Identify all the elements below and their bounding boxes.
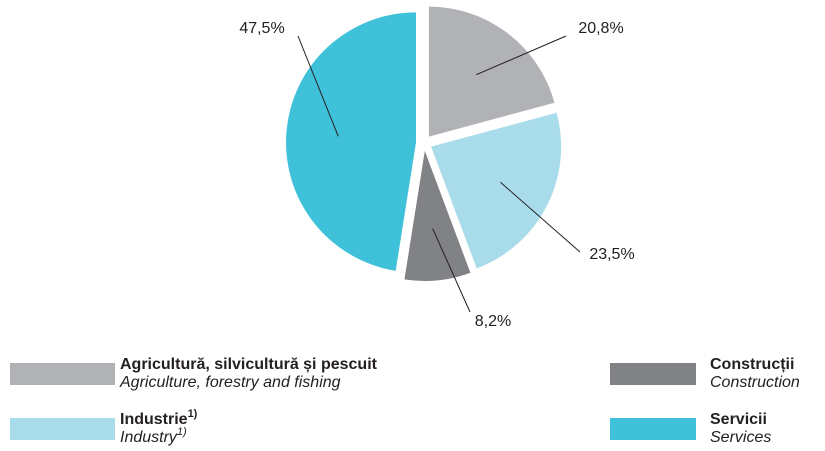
legend-swatch xyxy=(10,418,115,440)
legend-swatch xyxy=(610,363,696,385)
leader-line xyxy=(500,181,581,253)
footnote-mark: 1) xyxy=(177,426,187,438)
legend-label: Agricultură, silvicultură și pescuit xyxy=(120,356,378,373)
footnote-mark: 1) xyxy=(188,408,198,420)
leader-line xyxy=(297,35,339,137)
legend-label-en: Services xyxy=(710,429,771,446)
legend-label-en: Agriculture, forestry and fishing xyxy=(119,374,341,391)
legend-label-en-text: Services xyxy=(710,429,771,446)
pie-slice xyxy=(286,12,417,271)
leader-line xyxy=(432,228,471,313)
data-label: 8,2% xyxy=(475,313,511,330)
legend-label-ro: Industrie xyxy=(120,411,188,428)
legend-label: Construcții xyxy=(710,356,794,373)
legend-swatch xyxy=(610,418,696,440)
legend-label-en-text: Agriculture, forestry and fishing xyxy=(119,374,341,391)
legend-label-ro: Servicii xyxy=(710,411,767,428)
pie-slice xyxy=(431,112,562,269)
data-label: 20,8% xyxy=(578,20,623,37)
legend-label-en: Industry1) xyxy=(120,426,187,446)
legend-label-ro: Agricultură, silvicultură și pescuit xyxy=(120,356,378,373)
legend-label-en: Construction xyxy=(710,374,800,391)
pie-slice xyxy=(428,6,555,137)
legend-swatch xyxy=(10,363,115,385)
legend-label: Industrie1) xyxy=(120,408,198,428)
data-label: 23,5% xyxy=(589,246,634,263)
legend-label: Servicii xyxy=(710,411,767,428)
pie-slice xyxy=(404,150,471,281)
legend-label-en-text: Industry xyxy=(120,429,178,446)
legend-label-ro: Construcții xyxy=(710,356,794,373)
legend-label-en-text: Construction xyxy=(710,374,800,391)
leader-line xyxy=(476,35,567,76)
data-label: 47,5% xyxy=(239,20,284,37)
